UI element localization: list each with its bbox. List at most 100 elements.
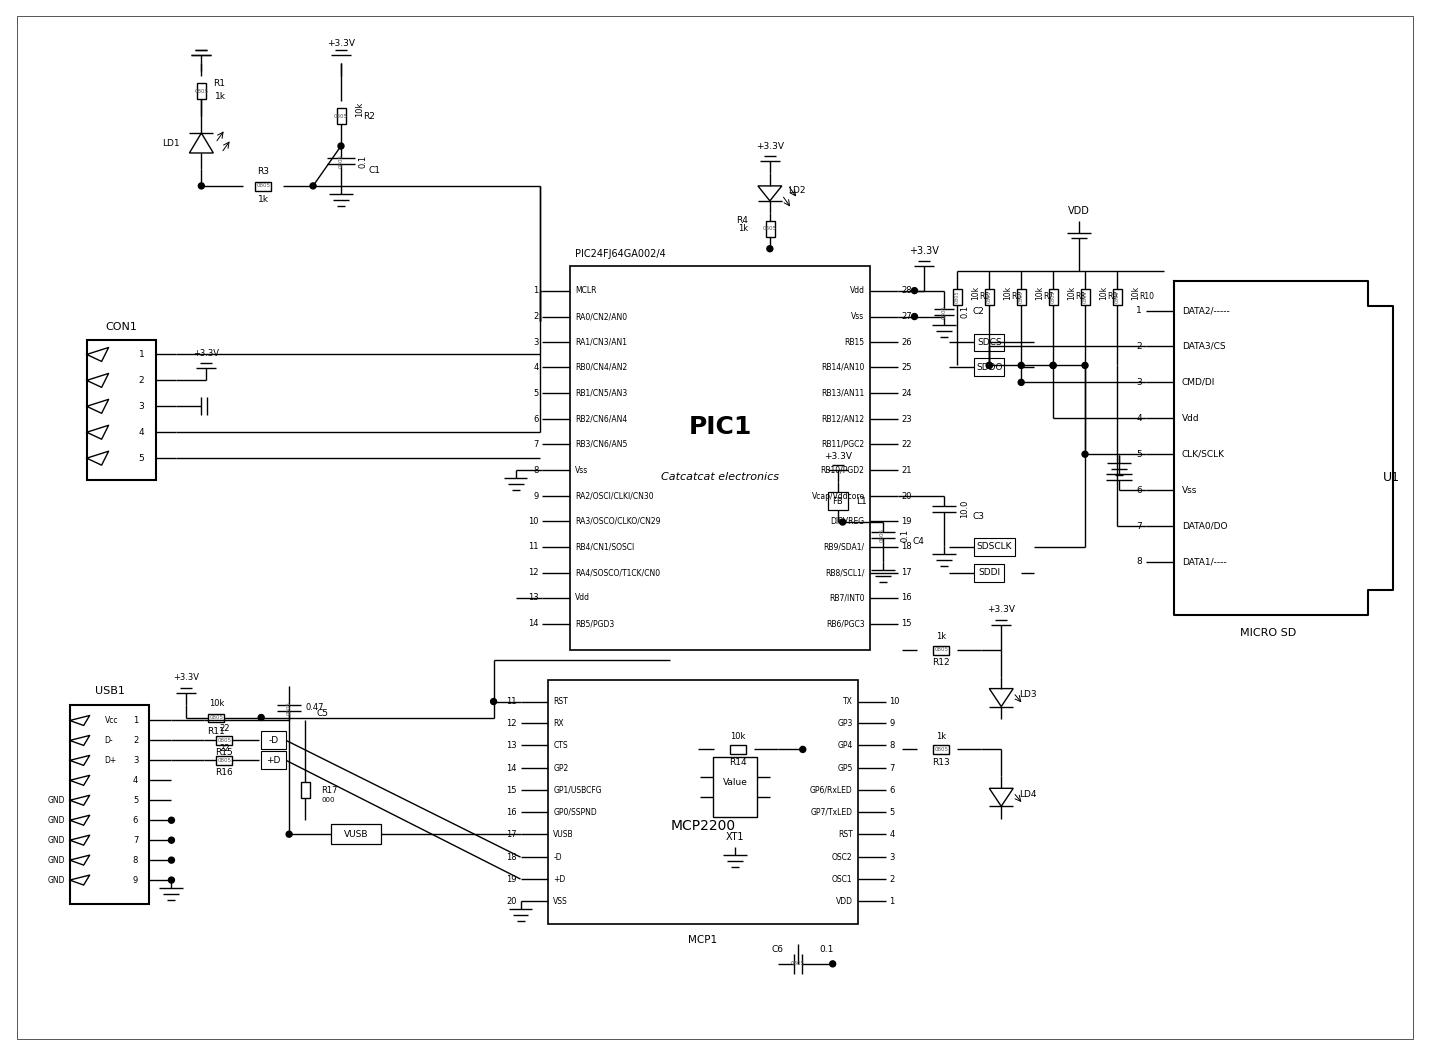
Text: CLK/SCLK: CLK/SCLK xyxy=(1181,450,1224,459)
Bar xyxy=(261,731,286,749)
Text: +D: +D xyxy=(553,875,566,883)
Text: 4: 4 xyxy=(133,776,137,785)
Text: OSC1: OSC1 xyxy=(832,875,852,883)
Bar xyxy=(208,713,225,723)
Text: OSC2: OSC2 xyxy=(832,853,852,861)
Text: 9: 9 xyxy=(133,876,137,884)
Bar xyxy=(766,221,775,237)
Text: 10k: 10k xyxy=(209,699,223,708)
Text: 10: 10 xyxy=(889,697,901,706)
Text: Catcatcat electronics: Catcatcat electronics xyxy=(662,472,779,482)
Bar xyxy=(828,492,848,510)
Text: 10k: 10k xyxy=(1004,286,1012,299)
Text: RB7/INT0: RB7/INT0 xyxy=(829,594,865,602)
Text: +3.3V: +3.3V xyxy=(987,605,1015,615)
Text: R3: R3 xyxy=(258,167,269,177)
Text: 22: 22 xyxy=(219,724,229,733)
Bar xyxy=(337,108,347,124)
Text: 4: 4 xyxy=(889,829,895,839)
Text: GP6/RxLED: GP6/RxLED xyxy=(811,786,852,795)
Text: CTS: CTS xyxy=(553,741,569,750)
Text: RB14/AN10: RB14/AN10 xyxy=(821,363,865,372)
Text: 10.0: 10.0 xyxy=(961,499,969,518)
Circle shape xyxy=(1050,363,1057,368)
Text: 1k: 1k xyxy=(937,633,947,641)
Text: 1k: 1k xyxy=(258,196,269,204)
Text: 16: 16 xyxy=(902,594,912,602)
Text: MCP1: MCP1 xyxy=(689,935,717,945)
Text: SDSCLK: SDSCLK xyxy=(977,543,1012,551)
Text: 1: 1 xyxy=(139,350,145,359)
Circle shape xyxy=(169,857,175,863)
Text: 8: 8 xyxy=(1136,558,1141,566)
Text: 0805: 0805 xyxy=(256,183,271,188)
Text: R4: R4 xyxy=(736,216,748,225)
Text: 1k: 1k xyxy=(937,732,947,741)
Text: 5: 5 xyxy=(533,389,538,398)
Text: 4: 4 xyxy=(139,427,145,437)
Bar xyxy=(331,824,381,844)
Text: RX: RX xyxy=(553,719,564,728)
Text: 1: 1 xyxy=(533,286,538,295)
Text: RB10/PGD2: RB10/PGD2 xyxy=(821,466,865,475)
Circle shape xyxy=(1018,380,1024,385)
Text: GP4: GP4 xyxy=(838,741,852,750)
Text: GND: GND xyxy=(47,816,64,825)
Circle shape xyxy=(258,714,263,720)
Text: 10: 10 xyxy=(528,516,538,526)
Text: 7: 7 xyxy=(1136,522,1141,530)
Text: R6: R6 xyxy=(1011,292,1021,302)
Bar xyxy=(261,751,286,769)
Text: R16: R16 xyxy=(215,768,233,777)
Text: 10k: 10k xyxy=(355,102,364,116)
Text: VUSB: VUSB xyxy=(344,829,368,839)
Bar xyxy=(934,645,949,655)
Text: GP7/TxLED: GP7/TxLED xyxy=(811,807,852,817)
Text: 8: 8 xyxy=(889,741,895,750)
Bar xyxy=(216,736,232,746)
Text: GND: GND xyxy=(47,836,64,844)
Text: +3.3V: +3.3V xyxy=(326,39,355,48)
Text: +3.3V: +3.3V xyxy=(193,349,219,358)
Text: -D: -D xyxy=(553,853,561,861)
Text: 23: 23 xyxy=(902,415,912,424)
Text: LD2: LD2 xyxy=(788,186,805,196)
Text: GND: GND xyxy=(47,856,64,864)
Text: 19: 19 xyxy=(902,516,912,526)
Circle shape xyxy=(912,313,918,320)
Text: 0805: 0805 xyxy=(338,154,344,168)
Text: RB0/CN4/AN2: RB0/CN4/AN2 xyxy=(576,363,627,372)
Bar xyxy=(301,782,311,799)
Text: 6: 6 xyxy=(133,816,139,825)
Text: 6: 6 xyxy=(1136,486,1141,494)
Text: GP1/USBCFG: GP1/USBCFG xyxy=(553,786,601,795)
Text: +3.3V: +3.3V xyxy=(173,673,199,682)
Text: RB13/AN11: RB13/AN11 xyxy=(822,389,865,398)
Text: 0805: 0805 xyxy=(209,715,223,720)
Text: 0805: 0805 xyxy=(790,962,805,966)
Bar xyxy=(70,705,149,904)
Text: 1: 1 xyxy=(889,896,895,906)
Text: MCP2200: MCP2200 xyxy=(670,819,736,834)
Text: D-: D- xyxy=(105,736,113,745)
Text: R7: R7 xyxy=(1042,292,1054,302)
Circle shape xyxy=(800,747,806,752)
Circle shape xyxy=(1083,451,1088,457)
Text: PIC1: PIC1 xyxy=(689,416,752,439)
Bar xyxy=(974,333,1004,351)
Text: Vss: Vss xyxy=(576,466,589,475)
Circle shape xyxy=(912,288,918,294)
Text: DATA0/DO: DATA0/DO xyxy=(1181,522,1227,530)
Text: RB4/CN1/SOSCI: RB4/CN1/SOSCI xyxy=(576,543,634,551)
Bar xyxy=(1081,289,1090,305)
Text: 12: 12 xyxy=(505,719,517,728)
Text: RB9/SDA1/: RB9/SDA1/ xyxy=(823,543,865,551)
Text: C2: C2 xyxy=(972,307,984,316)
Text: R15: R15 xyxy=(215,748,233,756)
Text: 28: 28 xyxy=(902,286,912,295)
Text: 2: 2 xyxy=(1136,342,1141,351)
Text: 000: 000 xyxy=(321,798,335,803)
Text: TX: TX xyxy=(843,697,852,706)
Text: 14: 14 xyxy=(528,619,538,628)
Text: LD1: LD1 xyxy=(162,139,179,147)
